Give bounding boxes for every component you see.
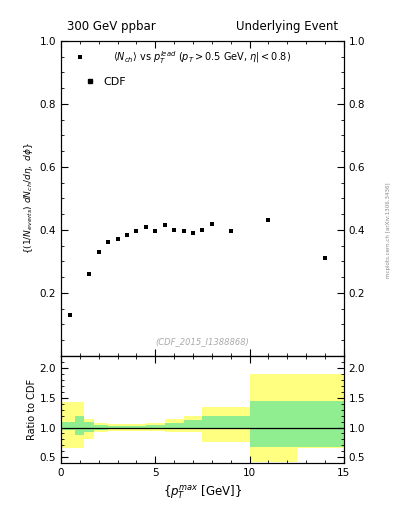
- Text: 300 GeV ppbar: 300 GeV ppbar: [66, 20, 155, 33]
- Bar: [61, 402, 75, 449]
- Y-axis label: Ratio to CDF: Ratio to CDF: [27, 379, 37, 440]
- Bar: [127, 424, 146, 431]
- Bar: [250, 400, 297, 446]
- Bar: [184, 420, 202, 429]
- Bar: [165, 419, 184, 432]
- Legend: CDF: CDF: [83, 75, 128, 89]
- Bar: [165, 423, 184, 429]
- Text: mcplots.cern.ch [arXiv:1306.3436]: mcplots.cern.ch [arXiv:1306.3436]: [386, 183, 391, 278]
- Bar: [250, 374, 297, 462]
- Bar: [297, 374, 344, 449]
- Bar: [202, 407, 250, 442]
- Text: $\langle N_{ch}\rangle$ vs $p_T^{lead}$ ($p_T > 0.5$ GeV, $\eta| < 0.8$): $\langle N_{ch}\rangle$ vs $p_T^{lead}$ …: [113, 49, 292, 66]
- Bar: [94, 424, 108, 430]
- Bar: [127, 426, 146, 429]
- Bar: [75, 402, 84, 449]
- Y-axis label: $\{(1/N_{everts})\ dN_{ch}/d\eta,\ d\phi\}$: $\{(1/N_{everts})\ dN_{ch}/d\eta,\ d\phi…: [22, 143, 35, 254]
- Text: (CDF_2015_I1388868): (CDF_2015_I1388868): [156, 337, 249, 347]
- Bar: [84, 419, 94, 439]
- Bar: [108, 426, 127, 429]
- Text: Underlying Event: Underlying Event: [236, 20, 338, 33]
- Bar: [146, 423, 165, 431]
- Bar: [84, 421, 94, 432]
- Bar: [146, 425, 165, 429]
- Bar: [297, 400, 344, 446]
- Bar: [108, 424, 127, 431]
- Bar: [75, 416, 84, 435]
- X-axis label: $\{p_T^{max}$ [GeV]$\}$: $\{p_T^{max}$ [GeV]$\}$: [163, 484, 242, 501]
- Bar: [61, 421, 75, 430]
- Bar: [94, 423, 108, 432]
- Bar: [184, 416, 202, 432]
- Bar: [202, 416, 250, 429]
